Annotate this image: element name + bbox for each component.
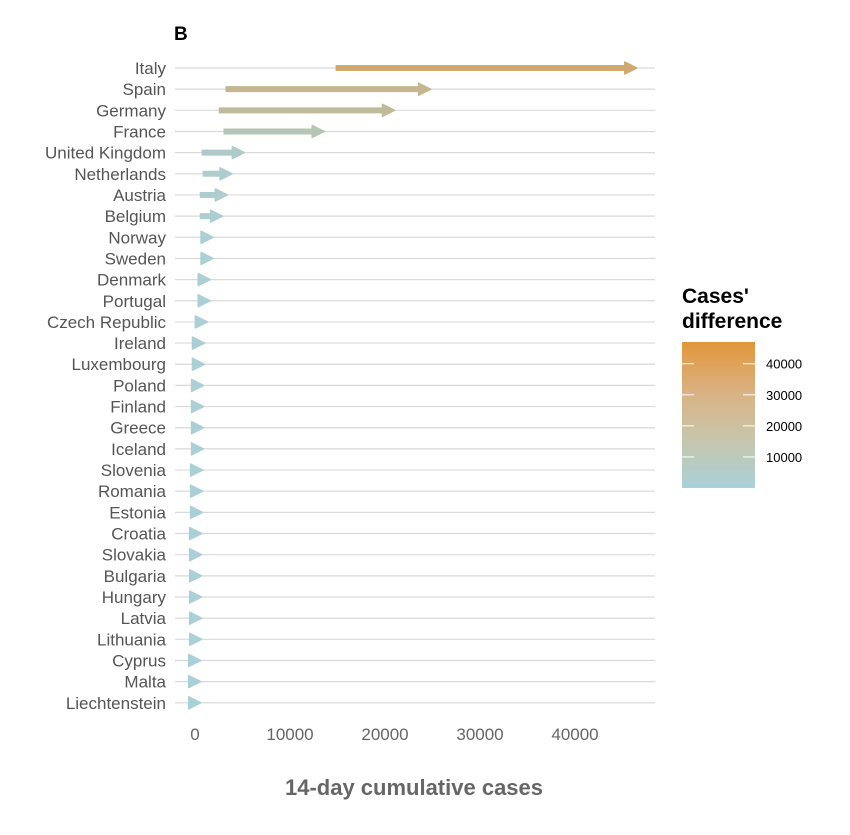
arrow-mark: [189, 463, 204, 477]
arrow-mark: [218, 103, 396, 118]
arrow-mark: [187, 653, 202, 668]
country-label: Croatia: [111, 525, 166, 544]
x-axis-ticks: 0 10000 20000 30000 40000: [190, 725, 598, 744]
color-legend: Cases' difference 10000 20000 30000 40000: [682, 285, 802, 488]
arrow-mark: [223, 124, 325, 139]
country-label: Greece: [110, 419, 166, 438]
country-label: Liechtenstein: [66, 694, 166, 713]
panel-label: B: [174, 24, 188, 45]
country-label: Norway: [108, 228, 166, 247]
arrow-mark: [194, 315, 209, 329]
x-tick-label: 40000: [551, 725, 598, 744]
arrow-mark: [197, 294, 211, 308]
country-label: Ireland: [114, 334, 166, 353]
arrows: [187, 61, 638, 710]
arrow-mark: [200, 230, 214, 245]
arrow-mark: [188, 611, 203, 625]
country-label: France: [113, 122, 166, 141]
arrow-mark: [188, 547, 203, 562]
country-label: Spain: [123, 80, 166, 99]
legend-tick-label: 40000: [766, 357, 802, 372]
arrow-mark: [188, 632, 203, 647]
arrow-mark: [201, 145, 246, 160]
legend-ticks: 10000 20000 30000 40000: [682, 357, 802, 465]
arrow-mark: [190, 420, 205, 435]
arrow-mark: [190, 399, 205, 414]
country-label: Romania: [98, 482, 167, 501]
country-label: Hungary: [102, 588, 167, 607]
legend-title-line-2: difference: [682, 310, 782, 333]
legend-tick-label: 30000: [766, 388, 802, 403]
country-label: Iceland: [111, 440, 166, 459]
country-label: Luxembourg: [71, 355, 166, 374]
country-label: Slovenia: [101, 461, 167, 480]
country-labels: Italy Spain Germany France United Kingdom Net…: [45, 59, 167, 713]
arrow-mark: [187, 674, 202, 689]
arrow-mark: [199, 188, 229, 202]
country-label: Slovakia: [102, 546, 167, 565]
legend-tick-label: 10000: [766, 450, 802, 465]
arrow-mark: [187, 696, 202, 710]
country-label: Netherlands: [74, 165, 166, 184]
arrow-mark: [191, 336, 206, 350]
country-label: Italy: [135, 59, 167, 78]
country-label: Bulgaria: [104, 567, 167, 586]
arrow-mark: [191, 357, 206, 371]
x-tick-label: 30000: [456, 725, 503, 744]
x-tick-label: 0: [190, 725, 199, 744]
country-label: Malta: [124, 673, 166, 692]
legend-tick-label: 20000: [766, 419, 802, 434]
arrow-mark: [197, 272, 211, 287]
legend-title-line-1: Cases': [682, 285, 749, 308]
arrow-mark: [188, 590, 203, 604]
country-label: Germany: [96, 101, 166, 120]
arrow-mark: [188, 526, 203, 541]
country-label: Czech Republic: [47, 313, 167, 332]
country-label: Poland: [113, 376, 166, 395]
arrow-mark: [199, 209, 224, 223]
arrow-mark: [190, 378, 205, 393]
x-tick-label: 10000: [266, 725, 313, 744]
country-label: Finland: [110, 398, 166, 417]
country-label: Latvia: [121, 609, 167, 628]
country-label: United Kingdom: [45, 144, 166, 163]
country-label: Portugal: [103, 292, 166, 311]
arrow-mark: [202, 167, 233, 181]
country-label: Cyprus: [112, 651, 166, 670]
arrow-mark: [189, 505, 204, 520]
arrow-mark: [189, 484, 204, 498]
country-label: Austria: [113, 186, 166, 205]
arrow-mark: [335, 61, 638, 75]
arrow-mark: [188, 569, 203, 583]
x-tick-label: 20000: [361, 725, 408, 744]
country-label: Lithuania: [97, 630, 167, 649]
country-label: Denmark: [97, 271, 166, 290]
arrow-mark: [190, 442, 205, 456]
country-label: Belgium: [105, 207, 166, 226]
country-label: Estonia: [109, 503, 166, 522]
legend-colorbar: [682, 342, 755, 488]
arrow-mark: [200, 251, 214, 266]
x-axis-label: 14-day cumulative cases: [285, 775, 543, 800]
country-label: Sweden: [105, 249, 166, 268]
gridlines: [175, 67, 655, 704]
arrow-mark: [225, 82, 432, 96]
